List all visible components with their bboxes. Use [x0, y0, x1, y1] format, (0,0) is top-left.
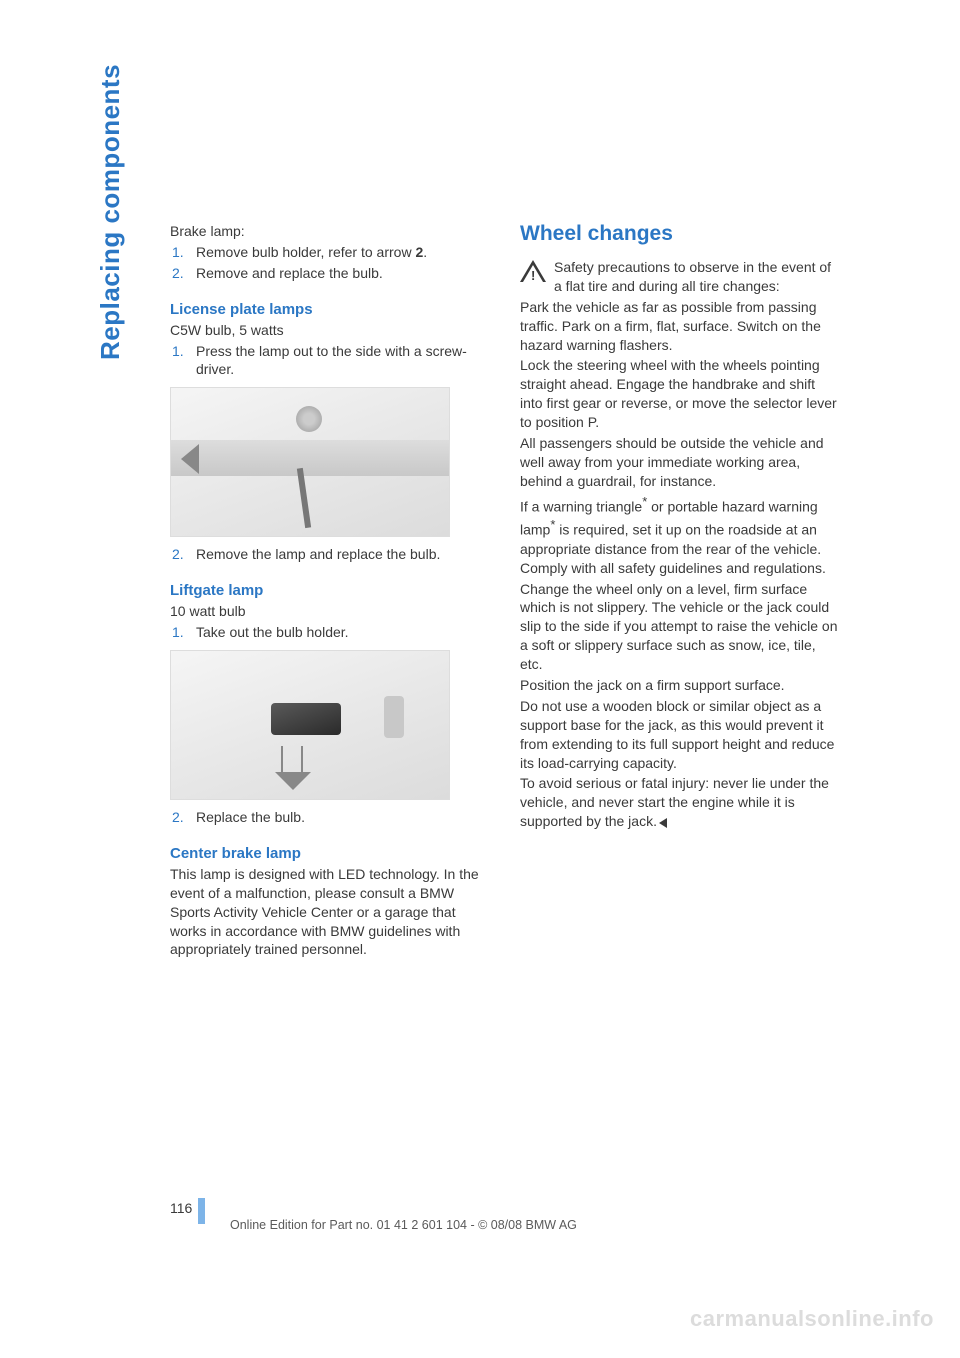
- liftgate-step-1: 1. Take out the bulb holder.: [170, 623, 490, 642]
- page-number-block: 116: [170, 1198, 205, 1224]
- wheel-p2: Lock the steering wheel with the wheels …: [520, 356, 840, 432]
- license-spec: C5W bulb, 5 watts: [170, 321, 490, 340]
- figure-band: [171, 440, 449, 476]
- brake-step-2: 2. Remove and replace the bulb.: [170, 264, 490, 283]
- step-text: Take out the bulb holder.: [196, 623, 490, 642]
- figure-liftgate: [170, 650, 450, 800]
- left-column: Brake lamp: 1. Remove bulb holder, refer…: [170, 222, 490, 961]
- liftgate-step-2: 2. Replace the bulb.: [170, 808, 490, 827]
- wheel-p8: To avoid serious or fatal injury: never …: [520, 774, 840, 831]
- wheel-p4: If a warning triangle* or portable hazar…: [520, 493, 840, 578]
- license-step-1: 1. Press the lamp out to the side with a…: [170, 342, 490, 380]
- p4a: If a warning triangle: [520, 498, 642, 514]
- p8-text: To avoid serious or fatal injury: never …: [520, 775, 829, 829]
- warning-triangle-icon: !: [520, 260, 546, 284]
- wheel-p1: Park the vehicle as far as possible from…: [520, 298, 840, 355]
- wheel-p7: Do not use a wooden block or similar obj…: [520, 697, 840, 773]
- warning-paragraph: ! Safety precautions to observe in the e…: [520, 258, 840, 296]
- p4c: is required, set it up on the roadside a…: [520, 522, 826, 576]
- step-number: 1.: [172, 243, 196, 262]
- liftgate-spec: 10 watt bulb: [170, 602, 490, 621]
- wheel-p3: All passengers should be outside the veh…: [520, 434, 840, 491]
- step-number: 2.: [172, 808, 196, 827]
- center-brake-heading: Center brake lamp: [170, 845, 490, 862]
- right-column: Wheel changes ! Safety precautions to ob…: [520, 222, 840, 961]
- step-text: Remove bulb holder, refer to arrow 2.: [196, 243, 490, 262]
- wheel-p5: Change the wheel only on a level, firm s…: [520, 580, 840, 674]
- wheel-p6: Position the jack on a firm support surf…: [520, 676, 840, 695]
- license-plate-heading: License plate lamps: [170, 301, 490, 318]
- step-text-b: .: [423, 244, 427, 260]
- center-brake-text: This lamp is designed with LED technolog…: [170, 865, 490, 959]
- step-number: 2.: [172, 545, 196, 564]
- figure-down-arrow: [281, 746, 303, 776]
- figure-handle: [384, 696, 404, 738]
- brake-step-1: 1. Remove bulb holder, refer to arrow 2.: [170, 243, 490, 262]
- side-section-label: Replacing components: [95, 64, 126, 360]
- footer-edition-line: Online Edition for Part no. 01 41 2 601 …: [230, 1218, 577, 1232]
- step-text: Replace the bulb.: [196, 808, 490, 827]
- warning-intro-text: Safety precautions to observe in the eve…: [554, 259, 831, 294]
- step-number: 1.: [172, 342, 196, 380]
- watermark: carmanualsonline.info: [690, 1306, 934, 1332]
- step-number: 1.: [172, 623, 196, 642]
- step-text: Remove the lamp and replace the bulb.: [196, 545, 490, 564]
- end-mark-icon: [659, 818, 667, 828]
- step-number: 2.: [172, 264, 196, 283]
- figure-license-plate: [170, 387, 450, 537]
- page-number: 116: [170, 1200, 192, 1216]
- brake-lamp-label: Brake lamp:: [170, 222, 490, 241]
- content-columns: Brake lamp: 1. Remove bulb holder, refer…: [170, 222, 840, 961]
- wheel-changes-heading: Wheel changes: [520, 222, 840, 246]
- license-step-2: 2. Remove the lamp and replace the bulb.: [170, 545, 490, 564]
- figure-screwdriver: [297, 468, 311, 528]
- page-number-bar: [198, 1198, 205, 1224]
- figure-bmw-logo: [296, 406, 322, 432]
- step-text-a: Remove bulb holder, refer to arrow: [196, 244, 415, 260]
- step-text: Remove and replace the bulb.: [196, 264, 490, 283]
- step-text: Press the lamp out to the side with a sc…: [196, 342, 490, 380]
- liftgate-heading: Liftgate lamp: [170, 582, 490, 599]
- page: Replacing components Brake lamp: 1. Remo…: [0, 0, 960, 1358]
